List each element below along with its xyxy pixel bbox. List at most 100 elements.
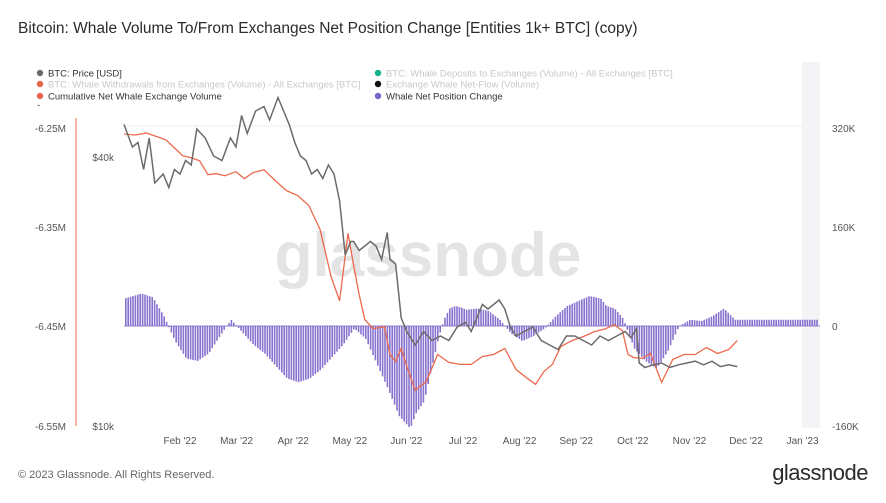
chart-title: Bitcoin: Whale Volume To/From Exchanges … (18, 20, 638, 37)
net-position-bar (749, 319, 751, 326)
x-tick-label: Feb '22 (163, 436, 196, 447)
net-position-bar (794, 319, 797, 326)
net-position-bar (741, 319, 744, 326)
net-position-bar (192, 326, 194, 360)
net-position-bar (789, 319, 792, 326)
net-position-bar (189, 326, 192, 360)
net-position-bar (605, 305, 607, 326)
net-position-bar (281, 326, 283, 373)
net-position-bar (211, 326, 213, 349)
net-position-bar (156, 304, 158, 326)
net-position-bar (617, 312, 619, 326)
net-position-bar (341, 326, 343, 347)
net-position-bar (187, 326, 189, 359)
net-position-bar (770, 319, 773, 326)
net-position-bar (173, 326, 175, 338)
net-position-bar (485, 310, 487, 326)
net-position-bar (665, 326, 667, 355)
net-position-bar (681, 324, 684, 326)
net-position-bar (650, 326, 653, 365)
net-position-bar (218, 326, 221, 337)
net-position-bar (708, 317, 710, 326)
net-position-bar (761, 319, 763, 326)
net-position-bar (343, 326, 345, 344)
net-position-bar (362, 326, 365, 337)
net-position-bar (595, 297, 597, 326)
net-position-bar (137, 294, 139, 326)
net-position-bar (523, 326, 525, 341)
net-position-bar (365, 326, 367, 339)
net-position-bar (583, 298, 585, 326)
net-position-bar (386, 326, 389, 388)
net-position-bar (165, 321, 168, 326)
net-position-bar (283, 326, 285, 376)
net-position-bar (417, 326, 420, 410)
net-position-bar (554, 316, 557, 326)
net-position-bar (451, 307, 453, 326)
net-position-bar (540, 326, 542, 332)
net-position-bar (782, 319, 785, 326)
net-position-bar (463, 308, 465, 326)
net-position-bar (797, 319, 799, 326)
legend-label: Whale Net Position Change (386, 92, 503, 103)
net-position-bar (780, 319, 782, 326)
net-position-bar (206, 326, 209, 355)
net-position-bar (170, 326, 173, 333)
net-position-bar (648, 326, 650, 364)
net-position-bar (799, 319, 801, 326)
net-position-bar (396, 326, 398, 411)
x-tick-label: May '22 (332, 436, 367, 447)
net-position-bar (655, 326, 657, 369)
net-position-bar (727, 312, 729, 326)
net-position-bar (326, 326, 329, 363)
net-position-bar (278, 326, 281, 370)
x-tick-label: Aug '22 (503, 436, 537, 447)
net-position-bar (489, 312, 492, 326)
net-position-bar (422, 326, 425, 403)
net-position-bar (703, 319, 705, 326)
net-position-bar (614, 309, 617, 326)
net-position-bar (669, 326, 672, 346)
net-position-bar (624, 323, 626, 326)
net-position-bar (804, 319, 806, 326)
net-position-bar (645, 326, 648, 362)
net-position-bar (405, 326, 408, 425)
net-position-bar (525, 326, 528, 340)
net-position-bar (223, 326, 225, 330)
net-position-bar (437, 326, 439, 342)
net-position-bar (305, 326, 307, 380)
net-position-bar (585, 297, 588, 326)
net-position-bar (242, 326, 245, 334)
net-position-bar (353, 326, 355, 330)
net-position-bar (600, 298, 602, 326)
net-position-bar (475, 308, 477, 326)
net-position-bar (153, 300, 156, 326)
net-position-bar (684, 322, 686, 326)
net-position-bar (415, 326, 417, 414)
net-position-bar (561, 310, 564, 326)
net-position-bar (564, 307, 566, 326)
net-position-bar (734, 319, 737, 326)
net-position-bar (686, 321, 689, 326)
x-tick-label: Oct '22 (617, 436, 649, 447)
net-position-bar (801, 319, 804, 326)
net-position-bar (739, 319, 741, 326)
net-position-bar (785, 319, 787, 326)
net-position-bar (317, 326, 319, 373)
net-position-bar (377, 326, 379, 366)
net-position-bar (557, 314, 559, 326)
net-position-bar (777, 319, 780, 326)
net-position-bar (696, 320, 698, 326)
net-position-bar (441, 324, 444, 326)
net-position-bar (350, 326, 353, 333)
x-tick-label: Jan '23 (787, 436, 819, 447)
net-position-bar (432, 326, 434, 363)
net-position-bar (389, 326, 391, 393)
y-price-tick-label: $40k (92, 153, 115, 164)
y-left-tick-label: -6.45M (35, 322, 66, 333)
net-position-bar (729, 315, 732, 326)
net-position-bar (576, 301, 578, 326)
net-position-bar (372, 326, 374, 356)
